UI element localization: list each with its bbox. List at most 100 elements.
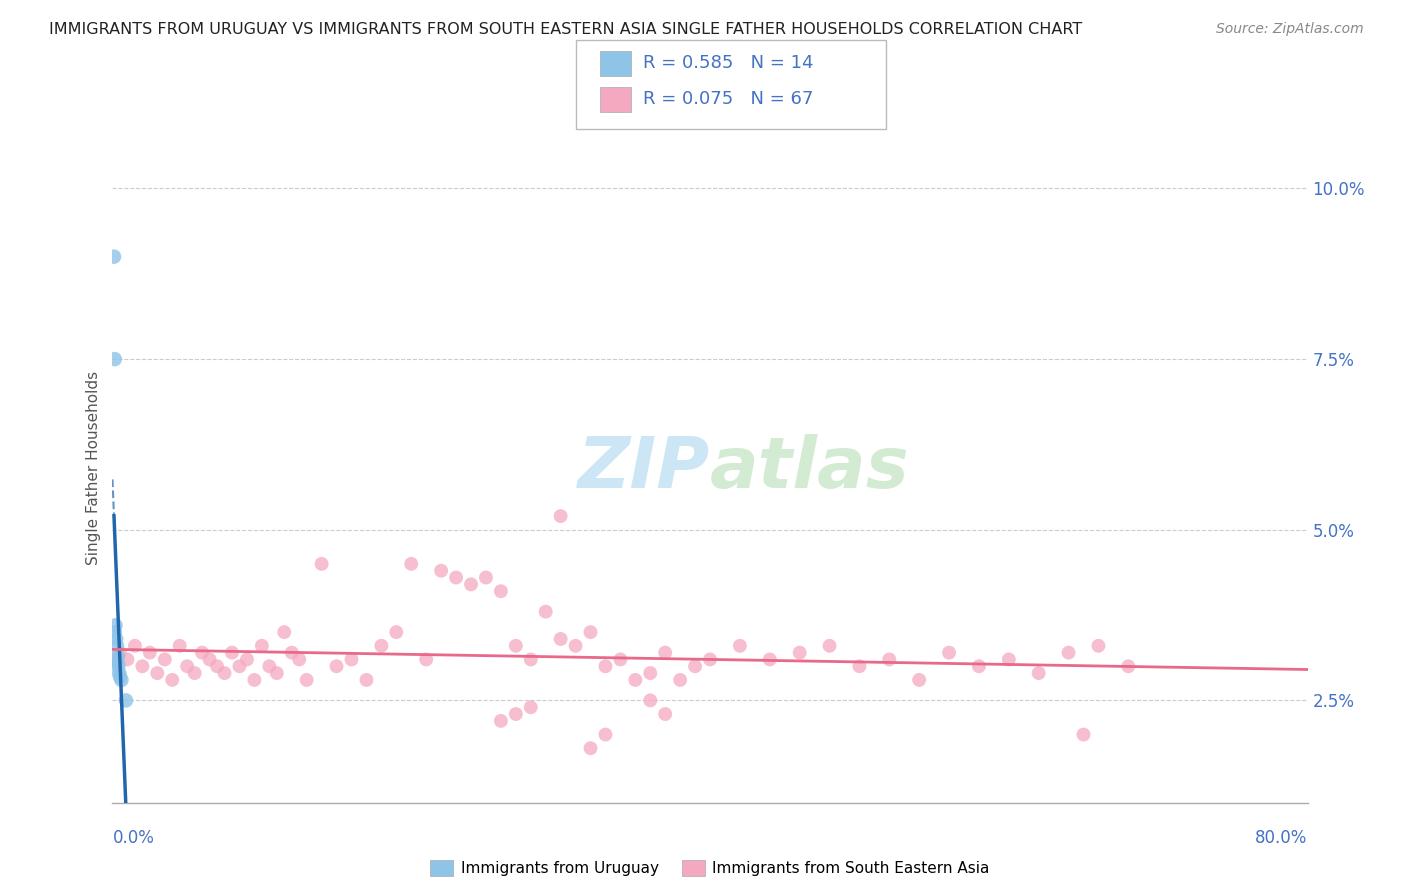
Point	[489, 584, 512, 599]
Point	[131, 659, 153, 673]
Point	[654, 707, 676, 722]
Point	[654, 646, 676, 660]
Point	[153, 652, 176, 666]
Point	[259, 659, 281, 673]
Point	[579, 741, 602, 756]
Point	[191, 646, 214, 660]
Point	[107, 648, 129, 663]
Point	[624, 673, 647, 687]
Point	[198, 652, 221, 666]
Point	[115, 693, 138, 707]
Text: 0.0%: 0.0%	[112, 829, 155, 847]
Point	[415, 652, 437, 666]
Text: atlas: atlas	[710, 434, 910, 503]
Point	[146, 666, 169, 681]
Point	[489, 714, 512, 728]
Point	[550, 632, 572, 646]
Point	[385, 625, 408, 640]
Point	[1087, 639, 1109, 653]
Point	[683, 659, 706, 673]
Point	[475, 570, 498, 584]
Point	[1073, 727, 1095, 741]
Point	[104, 618, 127, 632]
Point	[877, 652, 900, 666]
Point	[108, 646, 131, 660]
Point	[107, 656, 129, 670]
Point	[117, 652, 139, 666]
Point	[205, 659, 228, 673]
Point	[638, 666, 662, 681]
Point	[104, 625, 127, 640]
Point	[103, 250, 125, 264]
Point	[1116, 659, 1139, 673]
Point	[221, 646, 243, 660]
Point	[236, 652, 259, 666]
Point	[105, 639, 128, 653]
Point	[998, 652, 1021, 666]
Point	[340, 652, 363, 666]
Point	[214, 666, 236, 681]
Point	[169, 639, 191, 653]
Point	[183, 666, 205, 681]
Text: R = 0.075   N = 67: R = 0.075 N = 67	[643, 90, 813, 108]
Point	[288, 652, 311, 666]
Point	[520, 700, 543, 714]
Point	[108, 669, 131, 683]
Point	[967, 659, 990, 673]
Point	[430, 564, 453, 578]
Point	[938, 646, 960, 660]
Point	[444, 570, 467, 584]
Point	[520, 652, 543, 666]
Point	[105, 632, 128, 646]
Point	[728, 639, 751, 653]
Point	[162, 673, 183, 687]
Point	[818, 639, 841, 653]
Point	[534, 605, 557, 619]
Point	[699, 652, 721, 666]
Point	[266, 666, 288, 681]
Text: 80.0%: 80.0%	[1256, 829, 1308, 847]
Point	[105, 652, 128, 666]
Point	[243, 673, 266, 687]
Point	[908, 673, 931, 687]
Point	[295, 673, 318, 687]
Point	[550, 509, 572, 524]
Point	[1057, 646, 1080, 660]
Point	[505, 707, 527, 722]
Point	[848, 659, 870, 673]
Point	[124, 639, 146, 653]
Text: R = 0.585   N = 14: R = 0.585 N = 14	[643, 54, 813, 72]
Point	[505, 639, 527, 653]
Text: ZIP: ZIP	[578, 434, 710, 503]
Point	[281, 646, 304, 660]
Point	[250, 639, 273, 653]
Point	[139, 646, 162, 660]
Point	[759, 652, 782, 666]
Point	[273, 625, 295, 640]
Point	[325, 659, 347, 673]
Point	[110, 673, 132, 687]
Point	[460, 577, 482, 591]
Point	[1028, 666, 1050, 681]
Point	[609, 652, 631, 666]
Point	[108, 666, 131, 681]
Point	[669, 673, 692, 687]
Point	[107, 659, 129, 673]
Point	[579, 625, 602, 640]
Y-axis label: Single Father Households: Single Father Households	[86, 371, 101, 566]
Point	[311, 557, 333, 571]
Point	[595, 727, 617, 741]
Point	[789, 646, 811, 660]
Point	[638, 693, 662, 707]
Text: Source: ZipAtlas.com: Source: ZipAtlas.com	[1216, 22, 1364, 37]
Point	[401, 557, 423, 571]
Point	[356, 673, 378, 687]
Point	[104, 352, 127, 367]
Point	[564, 639, 586, 653]
Legend: Immigrants from Uruguay, Immigrants from South Eastern Asia: Immigrants from Uruguay, Immigrants from…	[425, 854, 995, 882]
Point	[176, 659, 198, 673]
Point	[370, 639, 392, 653]
Point	[595, 659, 617, 673]
Point	[228, 659, 250, 673]
Text: IMMIGRANTS FROM URUGUAY VS IMMIGRANTS FROM SOUTH EASTERN ASIA SINGLE FATHER HOUS: IMMIGRANTS FROM URUGUAY VS IMMIGRANTS FR…	[49, 22, 1083, 37]
